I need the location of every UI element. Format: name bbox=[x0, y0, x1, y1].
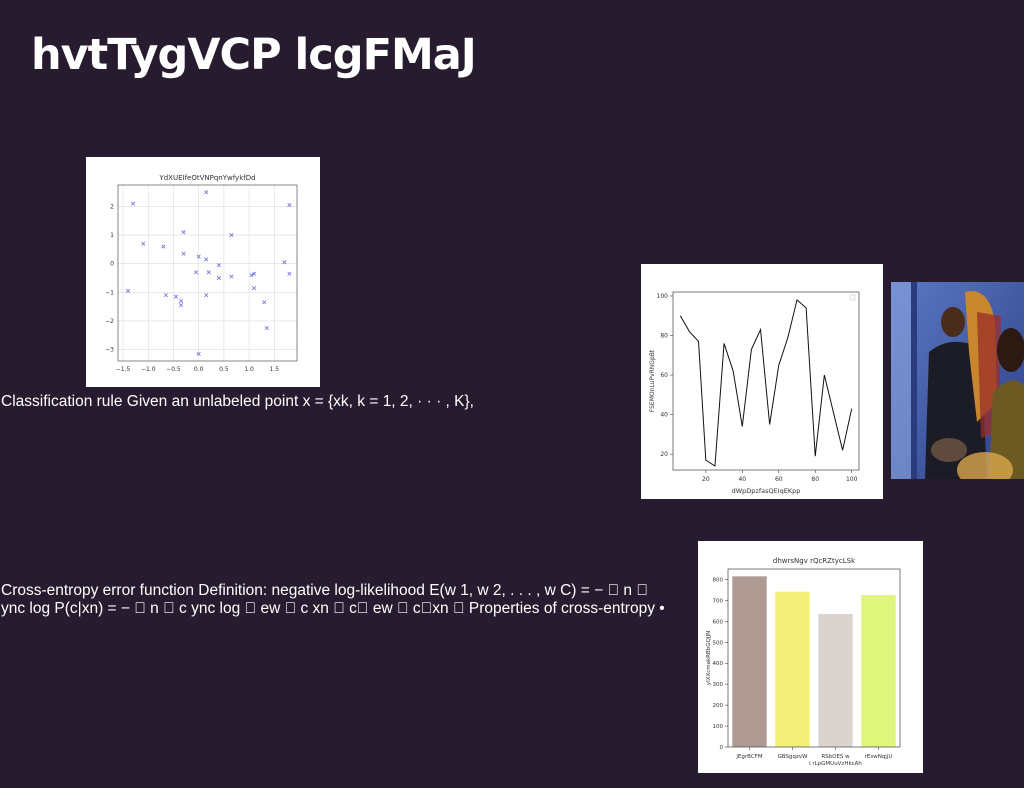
data-point bbox=[216, 263, 221, 268]
y-tick-label: 200 bbox=[713, 703, 724, 709]
x-tick-label: jEgrBCFM bbox=[735, 754, 762, 760]
y-tick-label: 300 bbox=[713, 682, 724, 688]
x-tick-label: rEswNqjjU bbox=[865, 754, 893, 760]
y-tick-label: 600 bbox=[713, 619, 724, 625]
data-point bbox=[249, 273, 254, 278]
bar bbox=[732, 576, 767, 747]
data-point bbox=[287, 271, 292, 276]
scatter-plot-figure: YdXUEIfeOtVNPqnYwfykfDd −1.5 −1.0 −0.5 0.0 0.… bbox=[86, 157, 320, 387]
y-axis-label: FSEMOnLuPvRNGpBt bbox=[649, 349, 656, 412]
y-tick-label: −3 bbox=[105, 347, 114, 354]
y-tick-label: 1 bbox=[110, 232, 114, 239]
y-tick-label: 2 bbox=[110, 203, 114, 210]
x-tick-label: 1.5 bbox=[270, 366, 280, 373]
x-tick-label: 0.0 bbox=[194, 366, 204, 373]
y-tick-label: −1 bbox=[105, 289, 114, 296]
slide-title: hvtTygVCP lcgFMaJ bbox=[31, 30, 477, 80]
x-tick-label: 1.0 bbox=[244, 366, 254, 373]
data-point bbox=[204, 293, 209, 298]
chart-title: YdXUEIfeOtVNPqnYwfykfDd bbox=[158, 174, 255, 182]
y-tick-label: 80 bbox=[660, 333, 668, 340]
scatter-plot: YdXUEIfeOtVNPqnYwfykfDd −1.5 −1.0 −0.5 0.0 0.… bbox=[105, 174, 298, 373]
paragraph-cross-entropy: Cross-entropy error function Definition:… bbox=[1, 582, 665, 617]
data-point bbox=[196, 254, 201, 259]
x-tick-label: 40 bbox=[738, 476, 746, 483]
data-point bbox=[287, 202, 292, 208]
group-photo-image bbox=[891, 282, 1024, 479]
bar bbox=[861, 595, 896, 747]
line-chart: 20 40 60 80 100 100 80 60 40 20 dWpDpzfasQEIqEKpp F… bbox=[649, 291, 860, 495]
data-point bbox=[141, 241, 146, 246]
data-point bbox=[196, 351, 201, 356]
data-point bbox=[282, 260, 287, 265]
data-point bbox=[178, 303, 184, 308]
y-tick-label: 0 bbox=[720, 745, 724, 751]
bar-chart: dhwrsNgv rQcRZtycLSk 800 700 600 500 400 300 20… bbox=[706, 557, 901, 767]
chart-title: dhwrsNgv rQcRZtycLSk bbox=[773, 557, 856, 565]
x-tick-label: −1.0 bbox=[141, 366, 156, 373]
data-point bbox=[181, 230, 186, 235]
y-tick-label: 700 bbox=[713, 598, 724, 604]
data-point bbox=[252, 271, 257, 276]
data-point bbox=[262, 300, 267, 305]
data-point bbox=[173, 294, 179, 299]
y-tick-label: 40 bbox=[660, 412, 668, 419]
data-point bbox=[204, 190, 209, 195]
data-point bbox=[264, 326, 269, 331]
x-tick-label: 20 bbox=[702, 476, 710, 483]
bar bbox=[818, 614, 853, 747]
y-tick-label: 0 bbox=[110, 261, 114, 268]
data-point bbox=[181, 251, 186, 256]
bar bbox=[775, 591, 810, 747]
data-point bbox=[206, 270, 211, 275]
data-point bbox=[163, 293, 168, 298]
data-point bbox=[161, 244, 166, 249]
y-tick-label: −2 bbox=[105, 318, 114, 325]
x-tick-label: 100 bbox=[846, 476, 858, 483]
x-tick-label: GBSgqzvW bbox=[778, 754, 809, 760]
group-photo bbox=[891, 282, 1024, 479]
y-axis-label: yIXXcmakRBbGQJJN bbox=[706, 631, 712, 685]
data-point bbox=[216, 275, 221, 281]
y-tick-label: 60 bbox=[660, 372, 668, 379]
data-point bbox=[204, 257, 209, 262]
y-tick-label: 800 bbox=[713, 577, 724, 583]
data-point bbox=[131, 201, 136, 206]
data-point bbox=[194, 270, 199, 275]
bar-chart-figure: dhwrsNgv rQcRZtycLSk 800 700 600 500 400 300 20… bbox=[698, 541, 923, 773]
paragraph-classification-rule: Classification rule Given an unlabeled p… bbox=[1, 393, 474, 410]
data-point bbox=[229, 232, 234, 238]
legend-box bbox=[849, 294, 856, 301]
plot-frame bbox=[672, 291, 860, 471]
y-tick-label: 100 bbox=[657, 293, 669, 300]
data-point bbox=[229, 274, 234, 279]
line-chart-figure: 20 40 60 80 100 100 80 60 40 20 dWpDpzfasQEIqEKpp F… bbox=[641, 264, 883, 499]
x-tick-label: 80 bbox=[811, 476, 819, 483]
series-line bbox=[679, 298, 853, 467]
y-tick-label: 20 bbox=[660, 451, 668, 458]
x-tick-label: −0.5 bbox=[166, 366, 181, 373]
x-tick-label: 0.5 bbox=[219, 366, 229, 373]
y-tick-label: 400 bbox=[713, 661, 724, 667]
x-tick-label: 60 bbox=[775, 476, 783, 483]
data-point bbox=[126, 288, 131, 293]
plot-frame bbox=[117, 184, 298, 362]
data-point bbox=[252, 285, 257, 291]
x-tick-label: −1.5 bbox=[116, 366, 131, 373]
y-tick-label: 500 bbox=[713, 640, 724, 646]
plot-frame bbox=[727, 568, 901, 748]
x-axis-label: dWpDpzfasQEIqEKpp bbox=[732, 487, 801, 495]
y-tick-label: 100 bbox=[713, 724, 724, 730]
data-point bbox=[178, 298, 184, 303]
